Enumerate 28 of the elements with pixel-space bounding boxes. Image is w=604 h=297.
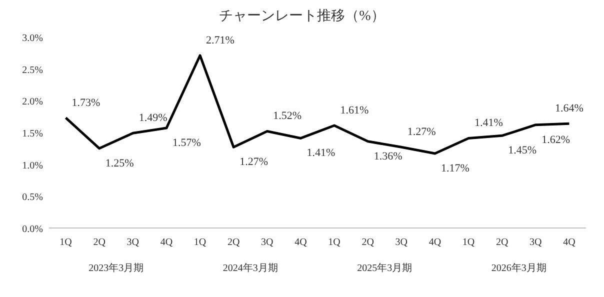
xtick: 4Q <box>428 237 442 248</box>
annotation: 2025年3月期 <box>357 263 412 274</box>
xtick: 3Q <box>261 237 274 248</box>
xtick: 1Q <box>328 237 340 248</box>
ytick: 2.0% <box>22 96 43 108</box>
xtick: 4Q <box>160 237 173 248</box>
ytick: 0.5% <box>22 192 43 204</box>
ytick: 3.0% <box>22 33 43 44</box>
annotation: 2024年3月期 <box>222 263 278 274</box>
xtick: 2Q <box>93 237 106 248</box>
ytick: 0.0% <box>22 224 43 235</box>
ytick: 2.5% <box>22 64 43 76</box>
annotation: 2023年3月期 <box>88 263 144 274</box>
xtick: 1Q <box>462 237 475 248</box>
xtick: 1Q <box>60 237 72 248</box>
xtick: 3Q <box>395 237 408 248</box>
xtick: 4Q <box>294 237 307 248</box>
ytick: 1.5% <box>22 128 43 140</box>
xtick: 3Q <box>530 237 542 248</box>
xtick: 1Q <box>194 237 206 248</box>
ytick: 1.0% <box>22 160 43 172</box>
xtick: 2Q <box>227 237 240 248</box>
xtick: 4Q <box>563 237 576 248</box>
xtick: 3Q <box>126 237 140 248</box>
annotation: 2026年3月期 <box>491 263 546 274</box>
title: チャーンレート推移（%） <box>219 9 385 24</box>
xtick: 2Q <box>496 237 508 248</box>
xtick: 2Q <box>362 237 374 248</box>
